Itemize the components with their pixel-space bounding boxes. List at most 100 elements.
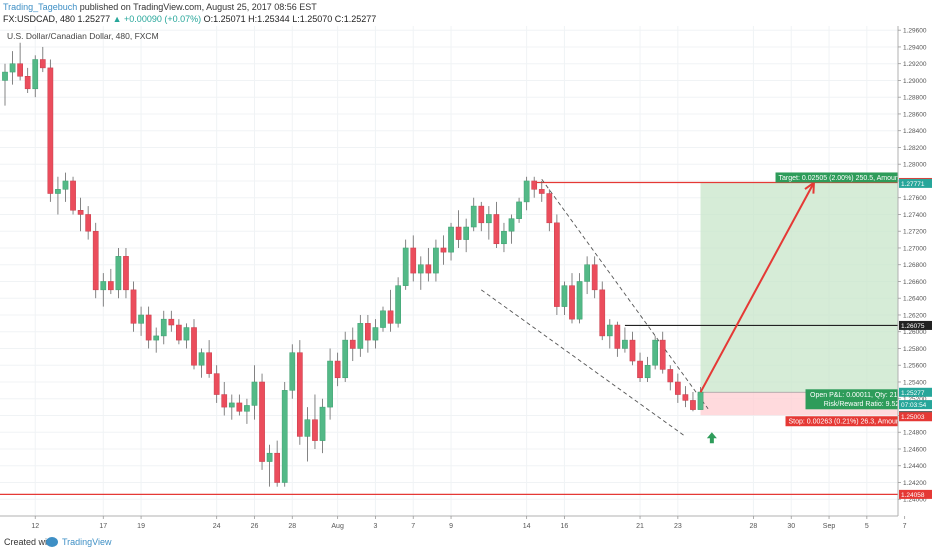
candle [652, 339, 659, 366]
price-tag-label: 1.24058 [901, 492, 925, 499]
price-tick-label: 1.27200 [903, 229, 927, 236]
candle [259, 381, 265, 462]
candle [470, 205, 477, 228]
target-label: Target: 0.02505 (2.00%) 250.5, Amount: 1… [779, 175, 932, 182]
last-price: 1.25277 [77, 14, 111, 24]
candle [637, 360, 643, 379]
candle [493, 214, 500, 245]
publish-line: Trading_Tagebuch published on TradingVie… [3, 1, 317, 13]
candle [168, 318, 175, 326]
candle [501, 230, 507, 245]
time-tick-label: 28 [288, 523, 296, 530]
symbol-label: FX:USDCAD, 480 [3, 14, 76, 24]
candle [145, 314, 152, 341]
candle [440, 247, 447, 253]
price-tag-label: 07:03:54 [901, 402, 927, 409]
candle [478, 205, 485, 224]
ohlc-values: O:1.25071 H:1.25344 L:1.25070 C:1.25277 [203, 14, 377, 24]
price-tag-label: 1.25003 [901, 414, 925, 421]
price-tag-label: 1.26075 [901, 323, 925, 330]
time-tick-label: 12 [31, 523, 39, 530]
candle [130, 289, 137, 324]
tradingview-brand[interactable]: TradingView [62, 537, 112, 547]
candle [342, 339, 349, 379]
candle [266, 452, 273, 462]
price-change: +0.00090 (+0.07%) [124, 14, 202, 24]
price-tick-label: 1.27000 [903, 245, 927, 252]
time-tick-label: 24 [213, 523, 221, 530]
time-tick-label: 17 [99, 523, 107, 530]
candle [85, 214, 92, 232]
candle [690, 400, 696, 410]
candle [70, 180, 76, 211]
candle [213, 373, 220, 395]
time-tick-label: Aug [331, 523, 344, 530]
candle [9, 63, 16, 73]
candle [697, 391, 704, 410]
price-tick-label: 1.28400 [903, 128, 927, 135]
stop-label-box [785, 416, 932, 427]
price-tick-label: 1.26200 [903, 312, 927, 319]
candle [365, 323, 371, 341]
candle [221, 394, 228, 408]
price-chart[interactable]: Target: 0.02505 (2.00%) 250.5, Amount: 1… [0, 26, 932, 534]
candle [433, 247, 439, 274]
candle [123, 256, 129, 291]
candle [410, 247, 417, 274]
open-pl-box [805, 389, 918, 410]
price-tag [899, 400, 932, 410]
price-tag [899, 178, 932, 188]
price-tick-label: 1.25600 [903, 363, 927, 370]
candle [531, 180, 538, 190]
candle [599, 289, 606, 337]
candle [554, 222, 560, 307]
candle [160, 318, 167, 337]
candle [55, 189, 61, 194]
candle [100, 281, 107, 291]
candle [380, 310, 386, 328]
candle [546, 193, 553, 224]
price-tag [899, 320, 932, 330]
candle [448, 226, 454, 253]
created-with-label: Created with [4, 537, 55, 547]
candle [659, 339, 666, 370]
candle [425, 264, 432, 274]
price-tick-label: 1.26000 [903, 329, 927, 336]
time-tick-label: 9 [449, 523, 453, 530]
chart-title: U.S. Dollar/Canadian Dollar, 480, FXCM [7, 31, 159, 41]
footer: Created with TradingView [0, 534, 932, 550]
author-link[interactable]: Trading_Tagebuch [3, 2, 78, 12]
price-tag [899, 489, 932, 499]
candle [455, 226, 462, 240]
candle [206, 352, 212, 374]
time-tick-label: 5 [865, 523, 869, 530]
candle [183, 327, 190, 341]
time-tick-label: 7 [411, 523, 415, 530]
time-tick-label: 19 [137, 523, 145, 530]
price-axis [898, 26, 932, 534]
time-tick-label: 16 [561, 523, 569, 530]
time-tick-label: 26 [251, 523, 259, 530]
price-tick-label: 1.28600 [903, 111, 927, 118]
price-tick-label: 1.29600 [903, 28, 927, 35]
stop-label: Stop: 0.00263 (0.21%) 26.3, Amount: 9430 [789, 419, 922, 426]
target-zone [700, 182, 898, 393]
candle [395, 285, 401, 324]
candle [304, 419, 311, 437]
candle [417, 264, 424, 274]
price-tick-label: 1.24800 [903, 430, 927, 437]
candle [244, 405, 250, 412]
candle [289, 352, 296, 391]
buy-signal-icon [706, 432, 717, 444]
candle [24, 76, 31, 90]
chart-header: Trading_Tagebuch published on TradingVie… [0, 0, 932, 26]
candle [17, 63, 23, 77]
projection-arrow-head [804, 180, 816, 194]
price-tick-label: 1.24000 [903, 497, 927, 504]
candle [312, 419, 318, 441]
candle [2, 71, 8, 81]
candle [372, 327, 379, 341]
candle [62, 180, 69, 190]
candle [644, 364, 651, 379]
time-tick-label: 23 [674, 523, 682, 530]
